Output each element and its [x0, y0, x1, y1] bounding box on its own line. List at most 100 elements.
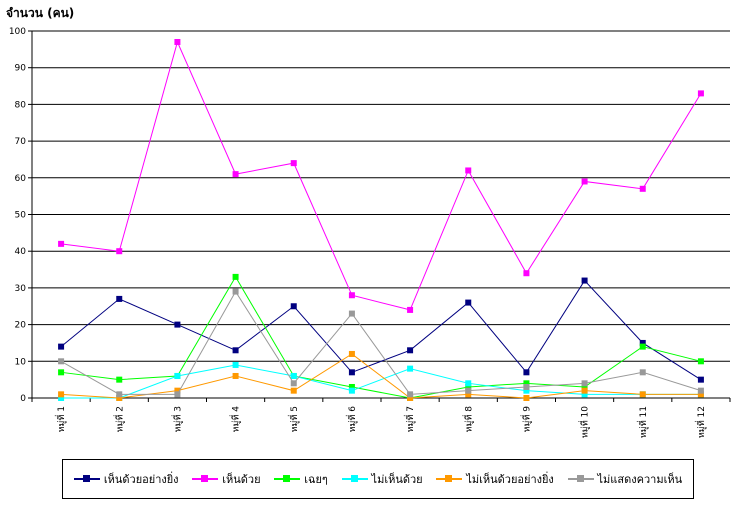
data-point [174, 372, 181, 379]
legend-item: ไม่เห็นด้วยอย่างยิ่ง [436, 470, 554, 488]
legend-swatch [567, 475, 594, 483]
legend-item: เฉยๆ [274, 470, 328, 488]
data-point [697, 391, 704, 398]
data-point [290, 372, 297, 379]
x-tick-label: หมู่ที่ 10 [578, 406, 591, 438]
data-point [523, 383, 530, 390]
y-tick-label: 70 [15, 137, 27, 147]
legend-label: ไม่เห็นด้วยอย่างยิ่ง [466, 473, 554, 486]
x-tick-label: หมู่ที่ 1 [54, 406, 67, 432]
data-point [58, 395, 65, 401]
data-point [639, 343, 646, 350]
series-line-2 [61, 40, 702, 311]
x-tick-label: หมู่ที่ 4 [229, 406, 242, 433]
legend-label: เฉยๆ [304, 473, 328, 486]
series-line-1 [60, 279, 702, 381]
y-tick-label: 30 [15, 284, 27, 294]
data-point [523, 270, 530, 277]
data-point [290, 387, 297, 394]
data-point [232, 171, 239, 178]
y-tick-label: 0 [20, 394, 26, 404]
data-point [232, 273, 239, 280]
data-point [523, 395, 530, 401]
data-point [58, 391, 65, 398]
data-point [407, 365, 414, 372]
data-point [523, 387, 530, 394]
data-point [639, 185, 646, 192]
data-point [174, 321, 181, 328]
chart-legend: เห็นด้วยอย่างยิ่ง เห็นด้วย เฉยๆ ไม่เห็นด้วย… [62, 459, 694, 499]
data-point [58, 240, 65, 247]
y-axis-title: จำนวน (คน) [6, 6, 75, 20]
data-point [232, 372, 239, 379]
data-point [697, 387, 704, 394]
data-point [523, 380, 530, 387]
data-point [174, 391, 181, 398]
x-tick-label: หมู่ที่ 5 [287, 406, 300, 432]
x-tick-label: หมู่ที่ 7 [403, 406, 416, 432]
data-point [232, 347, 239, 354]
y-tick-label: 60 [15, 174, 27, 184]
data-point [581, 383, 588, 390]
data-point [348, 292, 355, 299]
data-point [581, 380, 588, 387]
series-line-5 [61, 353, 701, 399]
data-point [407, 395, 414, 401]
legend-item: ไม่แสดงความเห็น [567, 470, 683, 488]
data-point [581, 387, 588, 394]
data-point [58, 343, 65, 350]
data-point [465, 383, 472, 390]
y-tick-label: 80 [15, 100, 27, 110]
data-point [581, 391, 588, 398]
data-point [465, 167, 472, 174]
data-point [348, 310, 355, 317]
data-point [581, 178, 588, 185]
data-point [174, 39, 181, 46]
data-point [116, 391, 123, 398]
y-tick-label: 100 [9, 27, 26, 37]
data-point [290, 380, 297, 387]
data-point [407, 347, 414, 354]
data-point [465, 380, 472, 387]
data-point [116, 295, 123, 302]
legend-swatch [274, 475, 301, 483]
data-point [348, 387, 355, 394]
data-point [174, 387, 181, 394]
legend-label: ไม่แสดงความเห็น [597, 473, 683, 486]
legend-swatch [192, 475, 219, 483]
legend-label: ไม่เห็นด้วย [371, 473, 423, 486]
data-point [697, 376, 704, 383]
y-tick-label: 50 [15, 211, 27, 221]
data-point [290, 303, 297, 310]
data-point [232, 361, 239, 368]
data-point [465, 387, 472, 394]
data-point [465, 391, 472, 398]
series-line-6 [60, 290, 702, 395]
data-point [116, 248, 123, 255]
data-point [58, 369, 65, 376]
series-line-4 [61, 364, 701, 399]
y-tick-label: 20 [15, 321, 27, 331]
y-tick-label: 90 [15, 64, 27, 74]
data-point [58, 358, 65, 365]
x-tick-label: หมู่ที่ 3 [170, 406, 183, 432]
data-point [348, 369, 355, 376]
data-point [116, 395, 123, 401]
legend-label: เห็นด้วย [222, 473, 261, 486]
data-point [407, 306, 414, 313]
y-tick-label: 10 [15, 357, 27, 367]
x-tick-label: หมู่ที่ 11 [636, 406, 649, 438]
x-tick-label: หมู่ที่ 6 [345, 406, 358, 433]
x-tick-label: หมู่ที่ 12 [694, 406, 707, 438]
data-point [348, 350, 355, 357]
legend-item: เห็นด้วยอย่างยิ่ง [73, 470, 179, 488]
data-point [639, 369, 646, 376]
data-point [407, 391, 414, 398]
data-point [116, 376, 123, 383]
x-tick-label: หมู่ที่ 9 [519, 406, 532, 433]
data-point [697, 90, 704, 97]
data-point [639, 391, 646, 398]
data-point [465, 299, 472, 306]
legend-item: ไม่เห็นด้วย [341, 470, 423, 488]
data-point [523, 369, 530, 376]
